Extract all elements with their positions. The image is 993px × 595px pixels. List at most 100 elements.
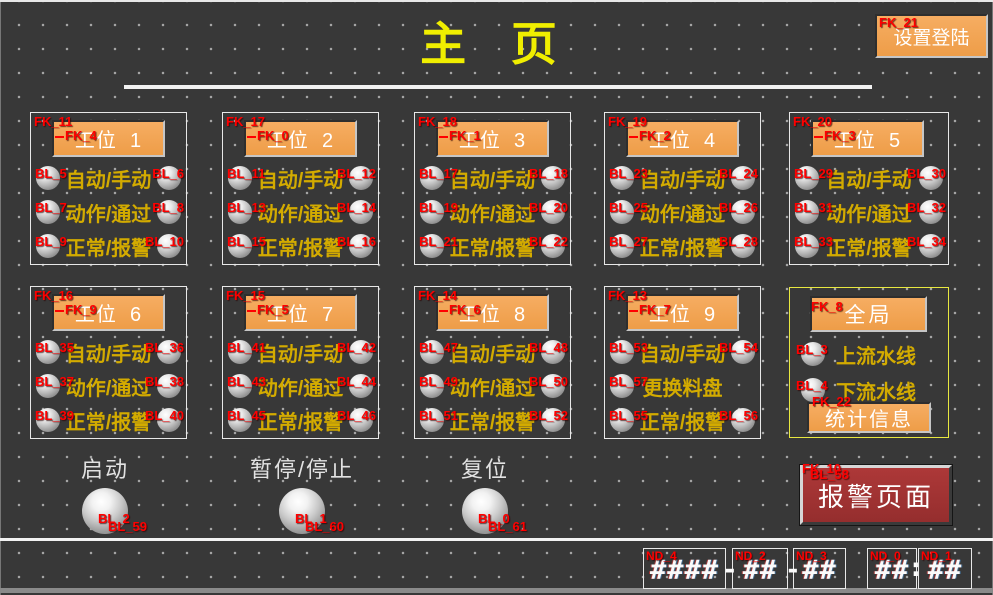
tag-label: FK_15 bbox=[226, 288, 266, 303]
station-row-label: 更换料盘 bbox=[642, 377, 723, 400]
tag-label: BL_41 bbox=[227, 340, 267, 355]
tag-label: BL_44 bbox=[336, 374, 376, 389]
status-lamp-icon bbox=[349, 200, 373, 224]
station-row: BL_15 正常/报警 BL_16 bbox=[223, 232, 378, 260]
status-lamp-icon bbox=[157, 234, 181, 258]
tag-label: BL_12 bbox=[336, 166, 376, 181]
station-button[interactable]: 工位 9 bbox=[626, 294, 739, 331]
station-row-label: 自动/手动 bbox=[65, 169, 152, 192]
numeric-value: ## bbox=[927, 555, 963, 586]
global-row: BL_4 下流水线 bbox=[790, 376, 948, 404]
status-lamp-icon bbox=[731, 234, 755, 258]
tag-label: BL_29 bbox=[794, 166, 834, 181]
station-row-label: 动作/通过 bbox=[257, 377, 344, 400]
start-control: 启动 BL_2 BL_59 bbox=[58, 452, 152, 534]
station-row-label: 动作/通过 bbox=[257, 203, 344, 226]
station-row: BL_23 自动/手动 BL_24 bbox=[605, 164, 760, 192]
status-lamp-icon bbox=[610, 234, 634, 258]
settings-login-button[interactable]: 设置登陆 bbox=[875, 14, 988, 58]
station-row-label: 动作/通过 bbox=[639, 203, 726, 226]
tag-label: BL_21 bbox=[419, 234, 459, 249]
tag-label: FK_2 bbox=[629, 129, 671, 142]
status-lamp-icon bbox=[420, 340, 444, 364]
station-panel-7: FK_15 FK_5 工位 7 BL_41 自动/手动 BL_42 BL_43 动作/通过 BL… bbox=[222, 286, 379, 439]
tag-label: BL_50 bbox=[528, 374, 568, 389]
tag-label: FK_18 bbox=[418, 114, 458, 129]
numeric-display: ND_3 ## bbox=[793, 548, 846, 589]
reset-button[interactable]: BL_0 BL_61 bbox=[462, 488, 527, 534]
numeric-display: ND_4 #### bbox=[643, 548, 726, 589]
status-lamp-icon bbox=[541, 408, 565, 432]
status-lamp-icon bbox=[36, 374, 60, 398]
station-row-label: 正常/报警 bbox=[65, 237, 152, 260]
station-panel-4: FK_19 FK_2 工位 4 BL_23 自动/手动 BL_24 BL_25 动作/通过 BL… bbox=[604, 112, 761, 265]
tag-label: BL_26 bbox=[718, 200, 758, 215]
station-row: BL_17 自动/手动 BL_18 bbox=[415, 164, 570, 192]
tag-label: BL_17 bbox=[419, 166, 459, 181]
station-row: BL_7 动作/通过 BL_8 bbox=[31, 198, 186, 226]
station-row-label: 自动/手动 bbox=[639, 343, 726, 366]
station-row: BL_51 正常/报警 BL_52 bbox=[415, 406, 570, 434]
tag-label: BL_20 bbox=[528, 200, 568, 215]
numeric-value: ## bbox=[742, 555, 778, 586]
tag-label: FK_14 bbox=[418, 288, 458, 303]
tag-label: BL_38 bbox=[144, 374, 184, 389]
date-separator: - bbox=[722, 555, 738, 585]
station-row: BL_47 自动/手动 BL_48 bbox=[415, 338, 570, 366]
tag-label: FK_0 bbox=[247, 129, 289, 142]
tag-label: BL_28 bbox=[718, 234, 758, 249]
tag-label: BL_36 bbox=[144, 340, 184, 355]
tag-label: BL_8 bbox=[152, 200, 184, 215]
global-button[interactable]: 全局 bbox=[810, 296, 927, 332]
status-lamp-icon bbox=[610, 340, 634, 364]
status-lamp-icon bbox=[795, 234, 819, 258]
numeric-display: ND_0 ## bbox=[867, 548, 917, 589]
global-row: BL_3 上流水线 bbox=[790, 340, 948, 368]
tag-label: BL_13 bbox=[227, 200, 267, 215]
tag-label: BL_52 bbox=[528, 408, 568, 423]
status-lamp-icon bbox=[610, 200, 634, 224]
tag-label: FK_5 bbox=[247, 303, 289, 316]
status-lamp-icon bbox=[541, 234, 565, 258]
station-row-label: 自动/手动 bbox=[65, 343, 152, 366]
alarm-page-button[interactable]: 报警页面 bbox=[800, 465, 952, 525]
station-row: BL_27 正常/报警 BL_28 bbox=[605, 232, 760, 260]
numeric-value: ## bbox=[874, 555, 910, 586]
tag-label: ND_1 bbox=[921, 549, 952, 563]
tag-label: BL_60 bbox=[305, 519, 345, 534]
station-row: BL_33 正常/报警 BL_34 bbox=[790, 232, 948, 260]
station-row: BL_49 动作/通过 BL_50 bbox=[415, 372, 570, 400]
tag-label: FK_9 bbox=[55, 303, 97, 316]
start-button[interactable]: BL_2 BL_59 bbox=[82, 488, 147, 534]
station-row-label: 自动/手动 bbox=[257, 169, 344, 192]
tag-label: BL_54 bbox=[718, 340, 758, 355]
statistics-button[interactable]: 统计信息 bbox=[807, 402, 931, 433]
station-row: BL_19 动作/通过 BL_20 bbox=[415, 198, 570, 226]
pause-stop-button[interactable]: BL_1 BL_60 bbox=[279, 488, 344, 534]
tag-label: BL_1 bbox=[295, 511, 327, 526]
station-panel-6: FK_16 FK_9 工位 6 BL_35 自动/手动 BL_36 BL_37 动作/通过 BL… bbox=[30, 286, 187, 439]
station-row-label: 动作/通过 bbox=[449, 203, 536, 226]
status-lamp-icon bbox=[36, 234, 60, 258]
window-border-bottom bbox=[0, 588, 993, 593]
tag-label: FK_21 bbox=[879, 15, 919, 30]
status-lamp-icon bbox=[228, 234, 252, 258]
station-panel-1: FK_11 FK_4 工位 1 BL_5 自动/手动 BL_6 BL_7 动作/通过 BL_8 B… bbox=[30, 112, 187, 265]
status-lamp-icon bbox=[420, 408, 444, 432]
tag-label: FK_3 bbox=[814, 129, 856, 142]
tag-label: BL_4 bbox=[796, 378, 828, 393]
station-row: BL_45 正常/报警 BL_46 bbox=[223, 406, 378, 434]
tag-label: BL_7 bbox=[35, 200, 67, 215]
status-lamp-icon bbox=[919, 200, 943, 224]
station-button[interactable]: 工位 8 bbox=[436, 294, 549, 331]
station-row: BL_53 自动/手动 BL_54 bbox=[605, 338, 760, 366]
status-lamp-icon bbox=[795, 200, 819, 224]
tag-label: BL_3 bbox=[796, 342, 828, 357]
tag-label: FK_4 bbox=[55, 129, 97, 142]
station-row-label: 正常/报警 bbox=[65, 411, 152, 434]
station-row-label: 动作/通过 bbox=[65, 377, 152, 400]
station-panel-3: FK_18 FK_1 工位 3 BL_17 自动/手动 BL_18 BL_19 动作/通过 BL… bbox=[414, 112, 571, 265]
tag-label: BL_39 bbox=[35, 408, 75, 423]
tag-label: BL_46 bbox=[336, 408, 376, 423]
tag-label: BL_27 bbox=[609, 234, 649, 249]
